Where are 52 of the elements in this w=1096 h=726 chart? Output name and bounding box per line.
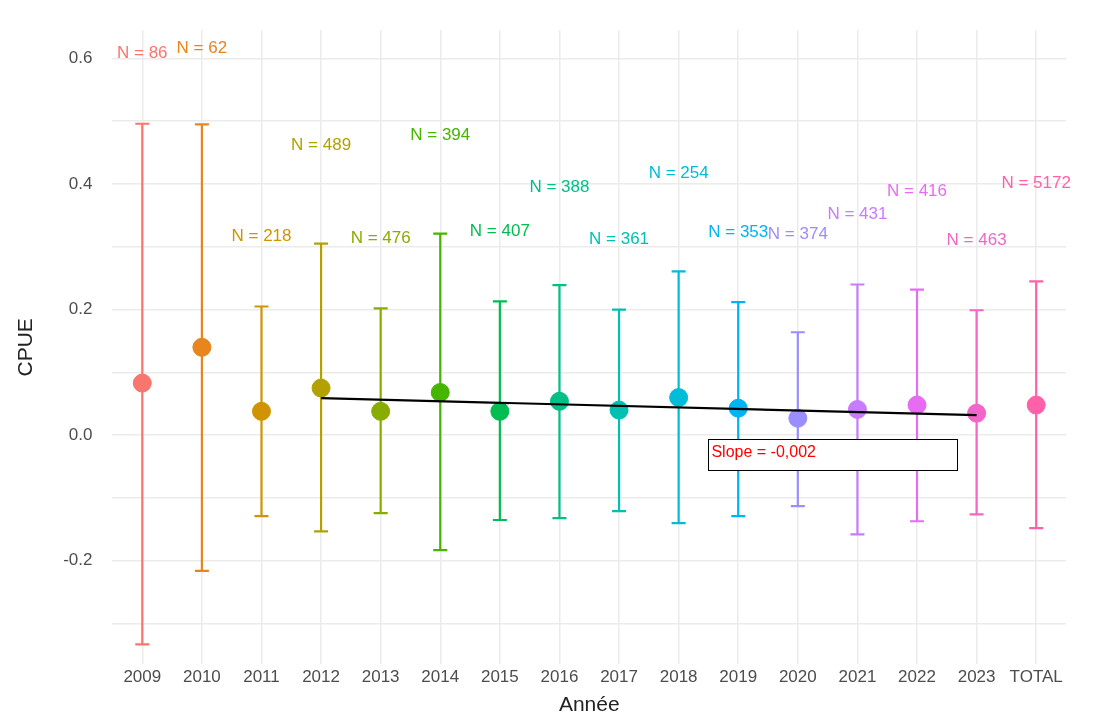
x-tick-label: 2013 xyxy=(361,667,400,687)
x-tick-label: 2011 xyxy=(243,667,280,687)
x-tick-label: 2019 xyxy=(719,667,758,687)
x-axis-title: Année xyxy=(558,692,620,716)
x-tick-label: 2018 xyxy=(659,667,698,687)
x-tick-label: 2023 xyxy=(957,667,996,687)
y-tick-label: 0.6 xyxy=(68,48,93,68)
annotation: N = 416 xyxy=(887,181,948,201)
point xyxy=(251,401,271,421)
x-tick-label: TOTAL xyxy=(1009,667,1063,687)
annotation: N = 407 xyxy=(469,221,530,241)
x-tick-label: 2009 xyxy=(123,667,162,687)
y-axis-title: CPUE xyxy=(13,318,37,377)
point xyxy=(490,401,510,421)
point xyxy=(669,388,689,408)
y-tick-label: -0.2 xyxy=(63,550,93,570)
annotation: N = 5172 xyxy=(1001,173,1071,193)
annotation: N = 218 xyxy=(231,226,292,246)
x-tick-label: 2015 xyxy=(480,667,519,687)
point xyxy=(1026,395,1046,415)
x-tick-label: 2012 xyxy=(302,667,340,687)
annotation: N = 374 xyxy=(767,223,828,243)
x-tick-label: 2010 xyxy=(182,667,221,687)
y-tick-label: 0.0 xyxy=(68,424,93,444)
text-box: Slope = -0,002 xyxy=(708,439,959,472)
annotation: N = 353 xyxy=(708,221,769,241)
point xyxy=(788,408,808,428)
y-tick-label: 0.2 xyxy=(68,299,93,319)
point xyxy=(967,403,987,423)
point xyxy=(192,337,212,357)
x-tick-label: 2022 xyxy=(898,667,936,687)
x-tick-label: 2021 xyxy=(838,667,877,687)
annotation: N = 62 xyxy=(176,37,228,57)
x-tick-label: 2017 xyxy=(600,667,638,687)
point xyxy=(430,383,450,403)
annotation: N = 388 xyxy=(529,176,590,196)
x-tick-label: 2016 xyxy=(540,667,579,687)
annotation: N = 431 xyxy=(827,204,888,224)
annotation: N = 476 xyxy=(350,228,411,248)
x-tick-label: 2014 xyxy=(421,667,460,687)
y-tick-label: 0.4 xyxy=(68,173,93,193)
point xyxy=(907,395,927,415)
annotation: N = 254 xyxy=(648,163,709,183)
annotation: N = 489 xyxy=(291,135,352,155)
annotation: N = 361 xyxy=(589,229,650,249)
point xyxy=(371,401,391,421)
x-tick-label: 2020 xyxy=(778,667,817,687)
annotation: N = 463 xyxy=(946,229,1007,249)
point xyxy=(311,378,331,398)
point xyxy=(132,373,152,393)
annotation: N = 86 xyxy=(117,43,168,63)
annotation: N = 394 xyxy=(410,125,471,145)
